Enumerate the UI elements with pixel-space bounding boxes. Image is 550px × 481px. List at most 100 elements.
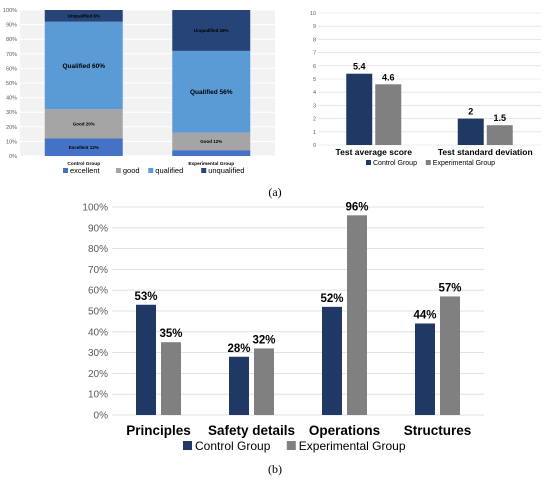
y-tick-label: 70% — [88, 265, 108, 276]
bar-test-average-score-control-group — [346, 73, 373, 145]
data-label: 2 — [468, 107, 473, 117]
legend-entry-unqualified: unqualified — [208, 166, 244, 175]
panel-label-a: (a) — [268, 185, 281, 199]
y-tick-label: 100% — [3, 8, 17, 14]
y-tick-label: 1 — [313, 130, 316, 136]
bar-operations-experimental-group — [347, 215, 367, 415]
bar-structures-experimental-group — [440, 296, 460, 415]
stacked-grade-chart: 0% 10% 20% 30% 40% 50% 60% 70% 80% 90% 100% Excelle… — [3, 8, 275, 175]
y-tick-label: 10% — [6, 139, 17, 145]
bar-segment-control-group-excellent — [44, 138, 123, 156]
bar-principles-control-group — [136, 304, 156, 415]
data-label: 96% — [345, 201, 368, 213]
y-tick-label: 40% — [6, 96, 17, 102]
category-label: Principles — [126, 423, 191, 438]
segment-label: Qualified 56% — [190, 89, 233, 96]
bar-segment-experimental-group-excellent — [172, 150, 251, 156]
panel-label-b: (b) — [268, 462, 282, 476]
data-label: 32% — [252, 334, 275, 346]
segment-label: Good 12% — [200, 139, 222, 144]
y-tick-label: 9 — [313, 24, 316, 30]
data-label: 1.5 — [493, 113, 506, 123]
y-tick-label: 0% — [94, 411, 109, 422]
y-tick-label: 30% — [6, 110, 17, 116]
y-tick-label: 3 — [313, 103, 316, 109]
legend-entry-experimental-group: Experimental Group — [433, 160, 495, 167]
data-label: 53% — [134, 291, 157, 303]
score-chart: 0 1 2 3 4 5 6 7 8 9 10 5.4 4.6 Test average score 2 1.5… — [310, 11, 541, 167]
legend-swatch-good — [115, 168, 121, 173]
y-tick-label: 0 — [313, 143, 316, 149]
segment-label: Unqualified 28% — [194, 28, 229, 33]
y-tick-label: 60% — [6, 66, 17, 72]
y-tick-label: 0% — [9, 154, 17, 160]
legend-entry-experimental-group: Experimental Group — [299, 439, 406, 453]
data-label: 35% — [159, 328, 182, 340]
legend-swatch-experimental-group — [425, 160, 431, 165]
y-tick-label: 90% — [6, 23, 17, 29]
segment-label: Unqualified 8% — [68, 13, 100, 18]
bar-structures-control-group — [415, 323, 435, 415]
category-label: Control Group — [67, 161, 100, 167]
bar-operations-control-group — [322, 306, 342, 415]
data-label: 5.4 — [353, 62, 366, 72]
y-tick-label: 60% — [88, 286, 108, 297]
y-tick-label: 8 — [313, 37, 316, 43]
y-tick-label: 10% — [88, 390, 108, 401]
y-tick-label: 80% — [88, 244, 108, 255]
data-label: 4.6 — [382, 72, 395, 82]
y-tick-label: 100% — [82, 203, 108, 214]
bar-safety-details-experimental-group — [254, 348, 274, 415]
y-tick-label: 50% — [6, 81, 17, 87]
category-label: Safety details — [208, 423, 295, 438]
legend-entry-control-group: Control Group — [195, 439, 271, 453]
legend-swatch-control-group — [366, 160, 371, 165]
y-tick-label: 7 — [313, 51, 316, 57]
legend-entry-good: good — [123, 166, 140, 175]
y-tick-label: 40% — [88, 327, 108, 338]
bar-test-standard-deviation-control-group — [457, 118, 484, 145]
category-label: Operations — [309, 423, 380, 438]
bar-segment-control-group-good — [44, 109, 123, 139]
legend-swatch-experimental-group — [286, 441, 296, 450]
category-label: Test average score — [336, 147, 413, 157]
legend-swatch-unqualified — [201, 168, 207, 173]
data-label: 52% — [320, 293, 343, 305]
legend-entry-qualified: qualified — [155, 166, 183, 175]
data-label: 57% — [438, 282, 461, 294]
y-tick-label: 20% — [6, 125, 17, 131]
bar-segment-control-group-unqualified — [44, 10, 123, 22]
y-tick-label: 70% — [6, 52, 17, 58]
segment-label: Good 20% — [73, 121, 95, 126]
y-tick-label: 90% — [88, 223, 108, 234]
legend-entry-control-group: Control Group — [373, 160, 417, 167]
y-tick-label: 10 — [310, 11, 316, 17]
y-tick-label: 80% — [6, 37, 17, 43]
y-tick-label: 2 — [313, 117, 316, 123]
category-label: Structures — [404, 423, 472, 438]
y-tick-label: 5 — [313, 77, 316, 83]
category-label: Test standard deviation — [438, 147, 533, 157]
bar-test-standard-deviation-experimental-group — [486, 125, 513, 145]
segment-label: Qualified 60% — [62, 63, 105, 70]
bar-segment-experimental-group-qualified — [172, 50, 251, 133]
data-label: 28% — [227, 343, 250, 355]
bar-principles-experimental-group — [161, 342, 181, 415]
y-tick-label: 50% — [88, 307, 108, 318]
legend-swatch-excellent — [63, 168, 68, 173]
y-tick-label: 4 — [313, 90, 316, 96]
legend-entry-excellent: excellent — [70, 166, 101, 175]
bar-segment-control-group-qualified — [44, 21, 123, 110]
topic-chart: 0% 10% 20% 30% 40% 50% 60% 70% 80% 90% 100% 53% 35% P… — [82, 201, 484, 453]
data-label: 44% — [413, 309, 436, 321]
y-tick-label: 30% — [88, 348, 108, 359]
y-tick-label: 6 — [313, 64, 316, 70]
bar-segment-experimental-group-good — [172, 132, 251, 151]
y-tick-label: 20% — [88, 369, 108, 380]
bar-segment-experimental-group-unqualified — [172, 10, 251, 51]
bar-safety-details-control-group — [229, 356, 249, 415]
segment-label: Excellent 12% — [69, 145, 99, 150]
bar-test-average-score-experimental-group — [375, 84, 402, 145]
legend-swatch-control-group — [183, 441, 192, 450]
